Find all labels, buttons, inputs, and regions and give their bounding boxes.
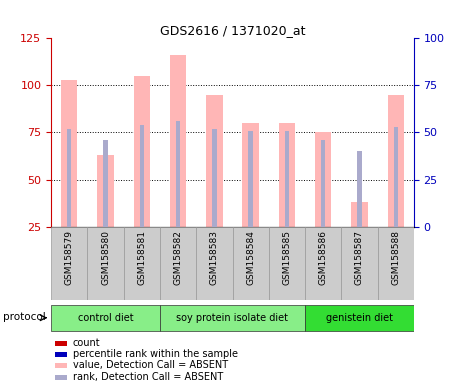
Text: protocol: protocol [3, 312, 45, 322]
Text: GSM158587: GSM158587 [355, 230, 364, 285]
Bar [378, 227, 414, 300]
Text: percentile rank within the sample: percentile rank within the sample [73, 349, 238, 359]
Bar [196, 227, 232, 300]
Bar [357, 151, 362, 227]
Bar [51, 227, 87, 300]
Bar [269, 227, 305, 300]
Bar [176, 121, 180, 227]
Bar [387, 95, 404, 227]
Bar [55, 352, 67, 356]
Bar [321, 140, 325, 227]
Bar [206, 95, 223, 227]
Bar [315, 132, 332, 227]
Bar [55, 362, 67, 367]
Bar [305, 227, 341, 300]
Bar [97, 155, 114, 227]
Bar [61, 80, 78, 227]
Text: GSM158579: GSM158579 [65, 230, 74, 285]
Text: GSM158580: GSM158580 [101, 230, 110, 285]
Bar [279, 123, 295, 227]
Bar [232, 227, 269, 300]
Text: GSM158581: GSM158581 [137, 230, 146, 285]
Bar [393, 127, 398, 227]
Bar [160, 305, 305, 331]
Bar [305, 305, 414, 331]
Bar [55, 374, 67, 379]
Bar [87, 227, 124, 300]
Text: genistein diet: genistein diet [326, 313, 393, 323]
Bar [351, 202, 368, 227]
Bar [212, 129, 217, 227]
Bar [103, 140, 108, 227]
Bar [51, 305, 160, 331]
Bar [140, 125, 144, 227]
Text: control diet: control diet [78, 313, 133, 323]
Text: count: count [73, 338, 100, 348]
Bar [67, 129, 72, 227]
Bar [124, 227, 160, 300]
Bar [170, 55, 186, 227]
Bar [160, 227, 196, 300]
Bar [55, 341, 67, 346]
Title: GDS2616 / 1371020_at: GDS2616 / 1371020_at [160, 24, 305, 37]
Text: GSM158582: GSM158582 [173, 230, 183, 285]
Bar [248, 131, 253, 227]
Bar [341, 227, 378, 300]
Text: GSM158585: GSM158585 [282, 230, 292, 285]
Bar [133, 76, 150, 227]
Text: GSM158583: GSM158583 [210, 230, 219, 285]
Text: GSM158586: GSM158586 [319, 230, 328, 285]
Text: rank, Detection Call = ABSENT: rank, Detection Call = ABSENT [73, 372, 223, 382]
Text: GSM158584: GSM158584 [246, 230, 255, 285]
Text: soy protein isolate diet: soy protein isolate diet [177, 313, 288, 323]
Bar [285, 131, 289, 227]
Text: value, Detection Call = ABSENT: value, Detection Call = ABSENT [73, 360, 228, 370]
Text: GSM158588: GSM158588 [391, 230, 400, 285]
Bar [242, 123, 259, 227]
